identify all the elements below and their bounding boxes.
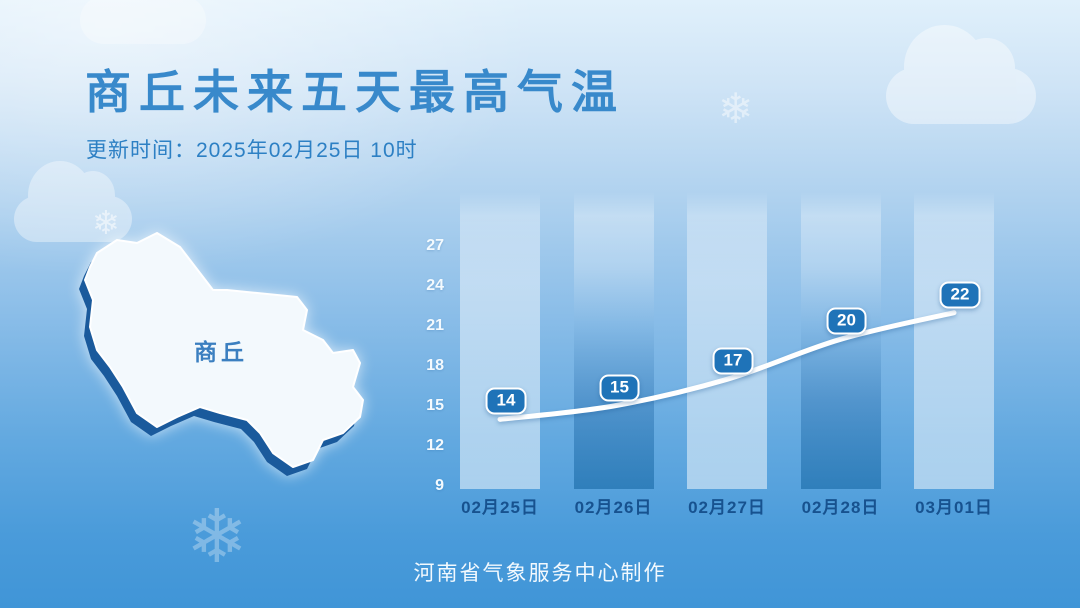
map-region (84, 232, 364, 468)
backdrop-bar (914, 192, 994, 489)
temp-value-badge: 17 (712, 347, 754, 375)
map-shape (79, 232, 364, 476)
y-tick-label: 12 (426, 437, 444, 454)
temp-value-badge: 15 (599, 374, 640, 402)
x-date-label: 02月27日 (688, 498, 766, 517)
shangqiu-map: 商丘 (60, 215, 390, 485)
y-tick-label: 18 (426, 357, 444, 374)
temp-value-badge: 14 (485, 387, 527, 415)
map-region-label: 商丘 (194, 339, 248, 365)
cloud-icon (80, 0, 206, 44)
cloud-icon (14, 161, 132, 242)
y-tick-label: 9 (435, 477, 444, 494)
temp-value-badge: 20 (826, 307, 867, 335)
cloud-icon (886, 25, 1036, 124)
update-time: 更新时间：2025年02月25日 10时 (86, 139, 418, 162)
page-title: 商丘未来五天最高气温 (85, 66, 625, 118)
y-tick-label: 15 (426, 397, 444, 414)
x-date-label: 03月01日 (915, 498, 993, 517)
backdrop-bar (687, 192, 767, 489)
y-tick-label: 24 (426, 277, 444, 294)
credit-footer: 河南省气象服务中心制作 (413, 562, 667, 585)
backdrop-bar (573, 192, 654, 489)
backdrop-bar (460, 192, 540, 489)
x-date-label: 02月25日 (461, 498, 539, 517)
backdrop-bar (800, 192, 881, 489)
temp-value-badge: 22 (939, 281, 981, 309)
y-tick-label: 21 (426, 317, 444, 334)
snowflake-icon: ❄ (718, 85, 754, 132)
x-date-label: 02月28日 (801, 498, 880, 517)
y-tick-label: 27 (426, 237, 444, 254)
x-date-label: 02月26日 (574, 498, 653, 517)
